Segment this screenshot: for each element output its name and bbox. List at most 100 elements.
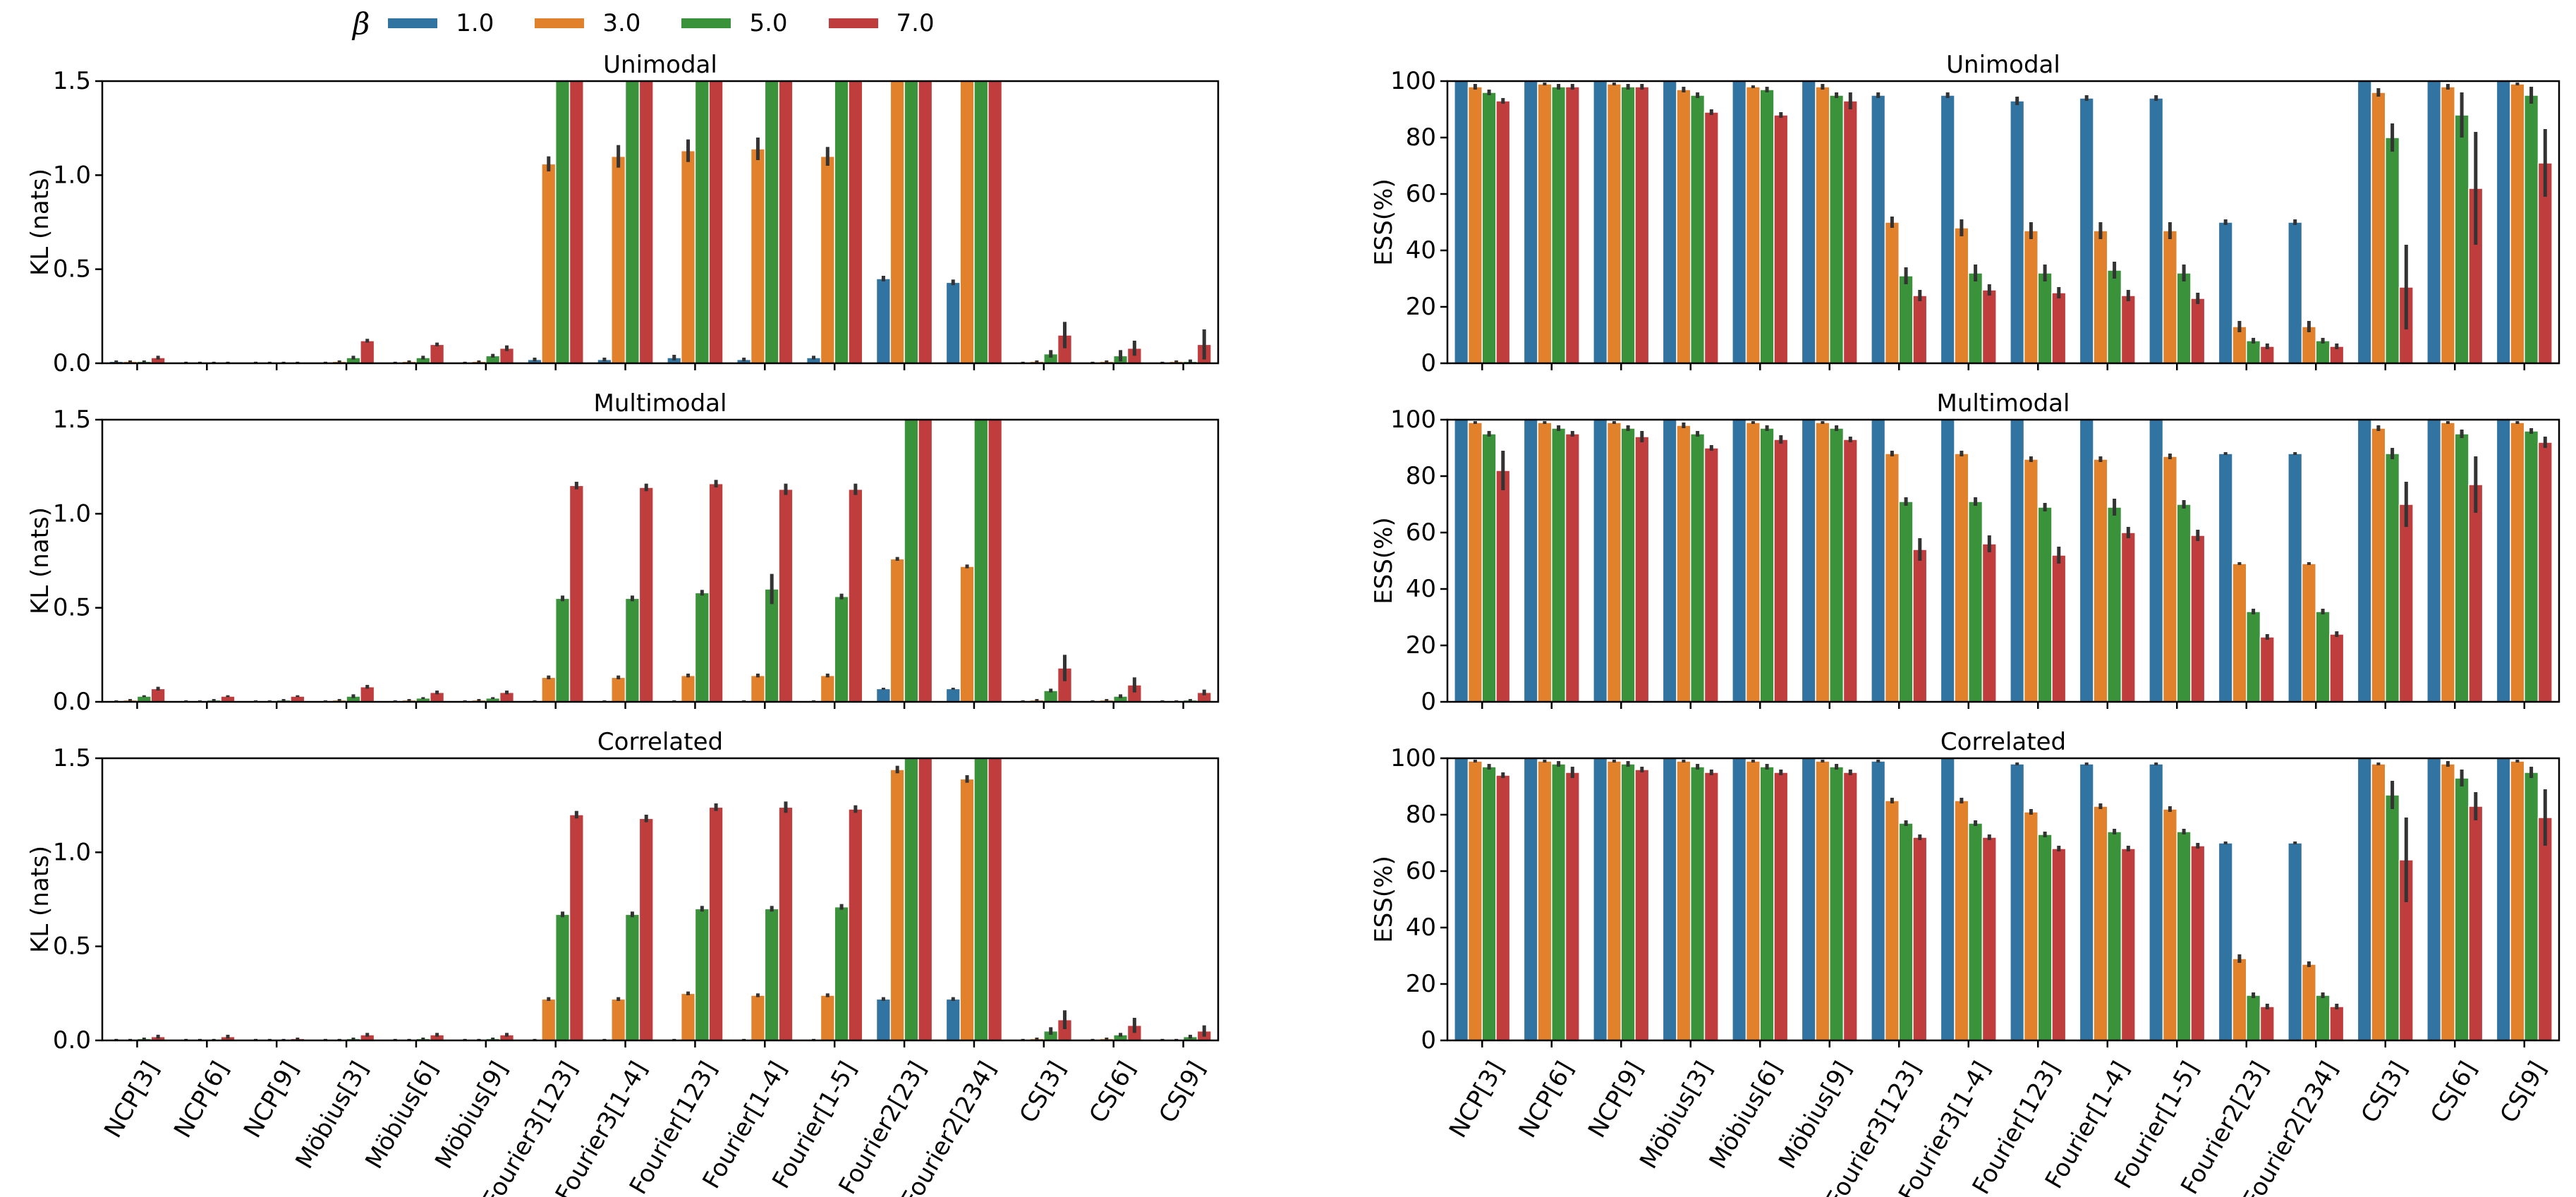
bar-Möbius[6]-beta-5.0 [1759, 427, 1775, 703]
bar-Fourier3[123]-beta-3.0 [1884, 221, 1900, 364]
chart-title: Unimodal [603, 51, 717, 79]
bar-Fourier2[234]-beta-7.0 [987, 419, 1003, 703]
bar-NCP[3]-beta-3.0 [1467, 86, 1483, 364]
bar-NCP[6]-beta-3.0 [1537, 422, 1553, 703]
bar-Fourier3[1-4]-beta-5.0 [1968, 272, 1983, 364]
bar-Fourier3[1-4]-beta-7.0 [1981, 543, 1997, 703]
bar-CS[6]-beta-5.0 [2454, 433, 2469, 703]
bar-Fourier2[23]-beta-7.0 [918, 80, 933, 364]
chart-title: Correlated [597, 728, 723, 756]
y-tick-label: 0.0 [53, 349, 91, 377]
legend-swatch-blue [388, 18, 438, 28]
bar-CS[9]-beta-1.0 [2496, 419, 2511, 703]
bar-Möbius[9]-beta-3.0 [1815, 422, 1830, 703]
bar-Fourier[123]-beta-5.0 [694, 908, 710, 1041]
y-tick-label: 0.0 [53, 1026, 91, 1055]
y-tick-label: 0 [1421, 349, 1436, 377]
bar-Fourier[1-4]-beta-7.0 [2120, 295, 2136, 364]
bar-Fourier3[123]-beta-5.0 [554, 597, 571, 703]
y-tick-label: 1.0 [53, 499, 91, 528]
bar-Fourier2[234]-beta-1.0 [2288, 453, 2303, 703]
y-tick-label: 1.5 [53, 67, 91, 95]
bar-Möbius[6]-beta-1.0 [1732, 758, 1747, 1041]
legend: β 1.0 3.0 5.0 7.0 [353, 6, 976, 41]
legend-swatch-green [681, 18, 731, 28]
bar-NCP[9]-beta-5.0 [1620, 427, 1636, 703]
y-axis-label: ESS(%) [1370, 517, 1398, 604]
bar-Fourier[123]-beta-3.0 [2023, 230, 2039, 364]
bar-Fourier[1-4]-beta-7.0 [2120, 848, 2136, 1041]
bar-NCP[3]-beta-1.0 [1454, 80, 1469, 364]
bar-Fourier2[234]-beta-3.0 [2301, 563, 2317, 703]
bar-CS[9]-beta-3.0 [2510, 760, 2525, 1041]
bar-Möbius[9]-beta-1.0 [1801, 80, 1816, 364]
y-tick-label: 40 [1406, 236, 1436, 265]
bar-Fourier[1-5]-beta-5.0 [2176, 272, 2192, 364]
bar-NCP[6]-beta-1.0 [1523, 758, 1538, 1041]
bar-Fourier[1-5]-beta-7.0 [2190, 535, 2206, 703]
bar-Fourier3[123]-beta-3.0 [541, 998, 557, 1041]
bar-Fourier2[23]-beta-3.0 [889, 558, 905, 703]
bar-CS[3]-beta-5.0 [2385, 453, 2400, 703]
x-tick-label: CS[3] [2356, 1057, 2413, 1128]
bar-Fourier[1-4]-beta-5.0 [764, 908, 779, 1041]
y-tick-label: 80 [1406, 801, 1436, 829]
bar-NCP[6]-beta-5.0 [1551, 763, 1567, 1041]
chart-panel-1-1: 0.0 0.5 1.0 1.5 Unimodal KL (nats) [26, 51, 1220, 377]
bar-NCP[9]-beta-5.0 [1620, 86, 1636, 364]
bar-NCP[9]-beta-1.0 [1593, 758, 1608, 1041]
bar-NCP[3]-beta-7.0 [1495, 100, 1511, 364]
bar-NCP[6]-beta-1.0 [1523, 419, 1538, 703]
bar-Fourier[1-4]-beta-7.0 [2120, 532, 2136, 703]
y-axis-label: KL (nats) [26, 507, 54, 614]
bar-Fourier2[234]-beta-1.0 [2288, 842, 2303, 1041]
bar-Möbius[6]-beta-7.0 [1773, 114, 1789, 364]
bar-Möbius[3]-beta-7.0 [360, 686, 375, 703]
bar-Fourier2[23]-beta-3.0 [2232, 958, 2247, 1041]
x-tick-label: CS[3] [1014, 1057, 1071, 1128]
y-tick-label: 0.5 [53, 255, 91, 284]
bar-Fourier3[1-4]-beta-1.0 [1940, 419, 1955, 703]
bar-CS[6]-beta-3.0 [2440, 86, 2456, 364]
bar-Fourier3[123]-beta-7.0 [1912, 295, 1928, 364]
bar-CS[6]-beta-3.0 [2440, 763, 2456, 1041]
bar-Fourier2[23]-beta-1.0 [2218, 453, 2233, 703]
bar-Fourier[1-4]-beta-1.0 [2079, 763, 2094, 1041]
bar-Möbius[6]-beta-1.0 [1732, 80, 1747, 364]
bar-NCP[6]-beta-3.0 [1537, 83, 1553, 364]
bar-Fourier[123]-beta-3.0 [2023, 458, 2039, 703]
bar-Fourier2[234]-beta-5.0 [2315, 611, 2331, 703]
legend-title: β [353, 6, 370, 41]
bar-Fourier2[234]-beta-7.0 [2329, 633, 2345, 703]
bar-Möbius[9]-beta-5.0 [1829, 427, 1845, 703]
bar-Möbius[6]-beta-3.0 [1745, 86, 1761, 364]
bar-Möbius[9]-beta-3.0 [1815, 760, 1830, 1041]
bar-Fourier[1-5]-beta-7.0 [848, 488, 863, 703]
bar-NCP[3]-beta-1.0 [1454, 419, 1469, 703]
bar-Fourier2[234]-beta-5.0 [973, 419, 989, 703]
bar-Möbius[3]-beta-7.0 [360, 340, 375, 364]
bar-Fourier[1-4]-beta-5.0 [2107, 506, 2122, 703]
bar-Fourier3[123]-beta-1.0 [1871, 95, 1886, 364]
y-tick-label: 1.5 [53, 406, 91, 434]
bar-Möbius[3]-beta-7.0 [1703, 111, 1719, 364]
chart-panel-2-1: 0.0 0.5 1.0 1.5 Multimodal KL (nats) [26, 389, 1220, 716]
bar-Fourier3[123]-beta-5.0 [1898, 822, 1914, 1041]
bar-Fourier3[123]-beta-3.0 [541, 676, 557, 703]
bar-Fourier2[23]-beta-5.0 [2246, 995, 2261, 1041]
bar-Fourier3[1-4]-beta-5.0 [1968, 501, 1983, 703]
bar-Fourier[1-4]-beta-3.0 [750, 148, 766, 364]
bar-Fourier3[123]-beta-5.0 [1898, 275, 1914, 364]
y-tick-label: 1.0 [53, 838, 91, 866]
legend-label: 5.0 [749, 9, 788, 37]
bar-Möbius[3]-beta-5.0 [1690, 766, 1706, 1041]
bar-Fourier3[123]-beta-7.0 [569, 80, 584, 364]
bar-Fourier3[1-4]-beta-5.0 [624, 80, 640, 364]
y-tick-label: 80 [1406, 123, 1436, 152]
bar-Fourier3[123]-beta-7.0 [1912, 549, 1928, 703]
bar-CS[9]-beta-5.0 [2524, 430, 2539, 703]
x-tick-label: CS[9] [1153, 1057, 1210, 1128]
bar-Fourier3[1-4]-beta-7.0 [638, 487, 654, 703]
bar-Fourier[1-5]-beta-5.0 [834, 906, 849, 1041]
bar-CS[9]-beta-1.0 [2496, 80, 2511, 364]
